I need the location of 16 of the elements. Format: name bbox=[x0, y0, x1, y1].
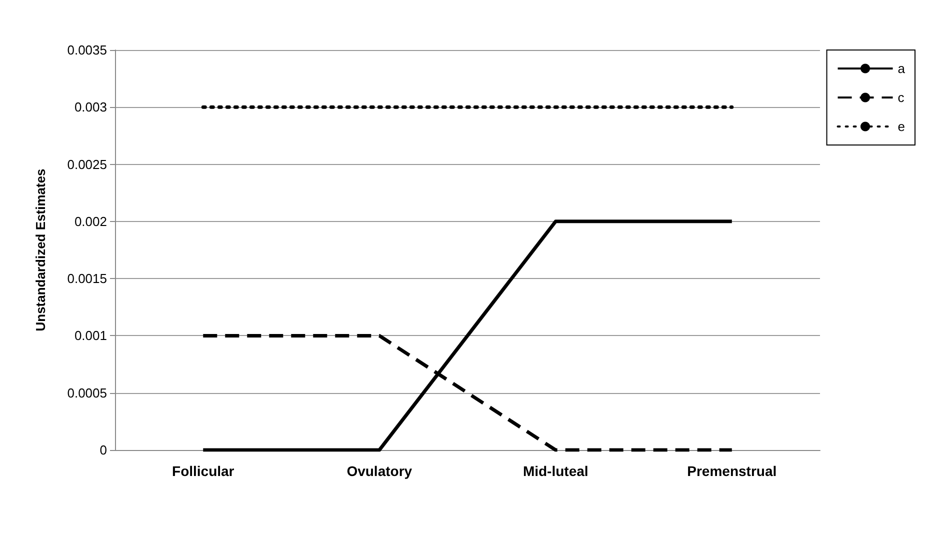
x-tick-label: Mid-luteal bbox=[522, 463, 588, 479]
legend-label: c bbox=[898, 90, 905, 105]
y-tick-label: 0 bbox=[100, 442, 107, 458]
y-tick-label: 0.0035 bbox=[67, 42, 107, 58]
y-tick-label: 0.0015 bbox=[67, 271, 107, 286]
x-tick-label: Ovulatory bbox=[346, 463, 412, 479]
y-tick-label: 0.003 bbox=[74, 100, 107, 115]
legend-label: a bbox=[898, 61, 906, 76]
legend-label: e bbox=[898, 119, 906, 134]
x-tick-label: Premenstrual bbox=[687, 463, 777, 479]
y-tick-label: 0.002 bbox=[74, 214, 107, 229]
y-tick-label: 0.0025 bbox=[67, 156, 107, 172]
y-tick-label: 0.0005 bbox=[67, 385, 107, 400]
x-tick-label: Follicular bbox=[172, 463, 235, 479]
y-axis-title: Unstandardized Estimates bbox=[33, 168, 48, 332]
y-tick-label: 0.001 bbox=[74, 328, 107, 344]
